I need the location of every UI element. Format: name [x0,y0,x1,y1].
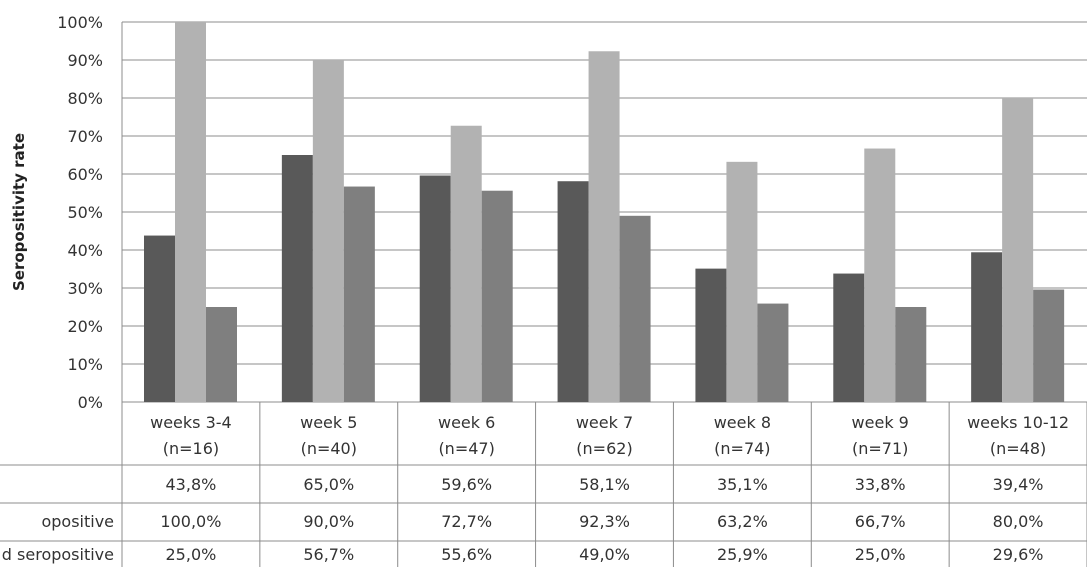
x-category-count: (n=16) [163,439,219,458]
bar [1033,289,1065,402]
x-category-label: week 8 [714,413,771,432]
data-label: 25,0% [166,545,217,564]
bar [206,307,237,402]
x-category-count: (n=71) [852,439,908,458]
data-label: 100,0% [160,512,221,531]
y-tick-label: 50% [67,203,103,222]
x-category-count: (n=47) [438,439,494,458]
x-category-count: (n=48) [990,439,1046,458]
y-tick-label: 100% [57,13,103,32]
bar [343,186,375,402]
x-category-label: week 6 [438,413,495,432]
y-tick-label: 70% [67,127,103,146]
series-name: opositive [41,512,114,531]
data-label: 59,6% [441,475,492,494]
x-category-label: weeks 3-4 [150,413,232,432]
bar [971,252,1003,402]
data-label: 33,8% [855,475,906,494]
x-category-label: week 7 [576,413,633,432]
y-tick-label: 20% [67,317,103,336]
data-label: 35,1% [717,475,768,494]
y-tick-label: 40% [67,241,103,260]
data-label: 25,0% [855,545,906,564]
bar [757,303,789,402]
x-category-count: (n=74) [714,439,770,458]
x-category-label: week 9 [852,413,909,432]
data-label: 55,6% [441,545,492,564]
y-tick-label: 60% [67,165,103,184]
bar [619,215,651,402]
bar [557,181,589,402]
data-label: 80,0% [993,512,1044,531]
bar [481,190,513,402]
data-label: 39,4% [993,475,1044,494]
data-label: 65,0% [303,475,354,494]
x-category-count: (n=62) [576,439,632,458]
data-label: 29,6% [993,545,1044,564]
bar [895,307,927,402]
bar [281,155,313,402]
bar [726,161,758,402]
bar [1002,98,1034,402]
y-tick-label: 30% [67,279,103,298]
data-label: 92,3% [579,512,630,531]
data-label: 25,9% [717,545,768,564]
bar [450,125,482,403]
x-category-label: weeks 10-12 [967,413,1069,432]
data-label: 63,2% [717,512,768,531]
data-label: 90,0% [303,512,354,531]
x-category-label: week 5 [300,413,357,432]
data-label: 56,7% [303,545,354,564]
y-tick-label: 10% [67,355,103,374]
bar [588,51,620,402]
bar [833,273,865,402]
y-tick-label: 80% [67,89,103,108]
y-axis-label: Seropositivity rate [10,133,28,291]
bar [312,60,344,402]
y-tick-label: 90% [67,51,103,70]
y-tick-label: 0% [78,393,103,412]
bar [419,175,451,402]
data-label: 49,0% [579,545,630,564]
series-name: d seropositive [2,545,114,564]
data-label: 66,7% [855,512,906,531]
data-label: 72,7% [441,512,492,531]
bar [695,268,727,402]
data-label: 58,1% [579,475,630,494]
bar [175,22,206,402]
x-category-count: (n=40) [301,439,357,458]
bar [864,148,896,402]
data-label: 43,8% [166,475,217,494]
bar [144,235,175,402]
